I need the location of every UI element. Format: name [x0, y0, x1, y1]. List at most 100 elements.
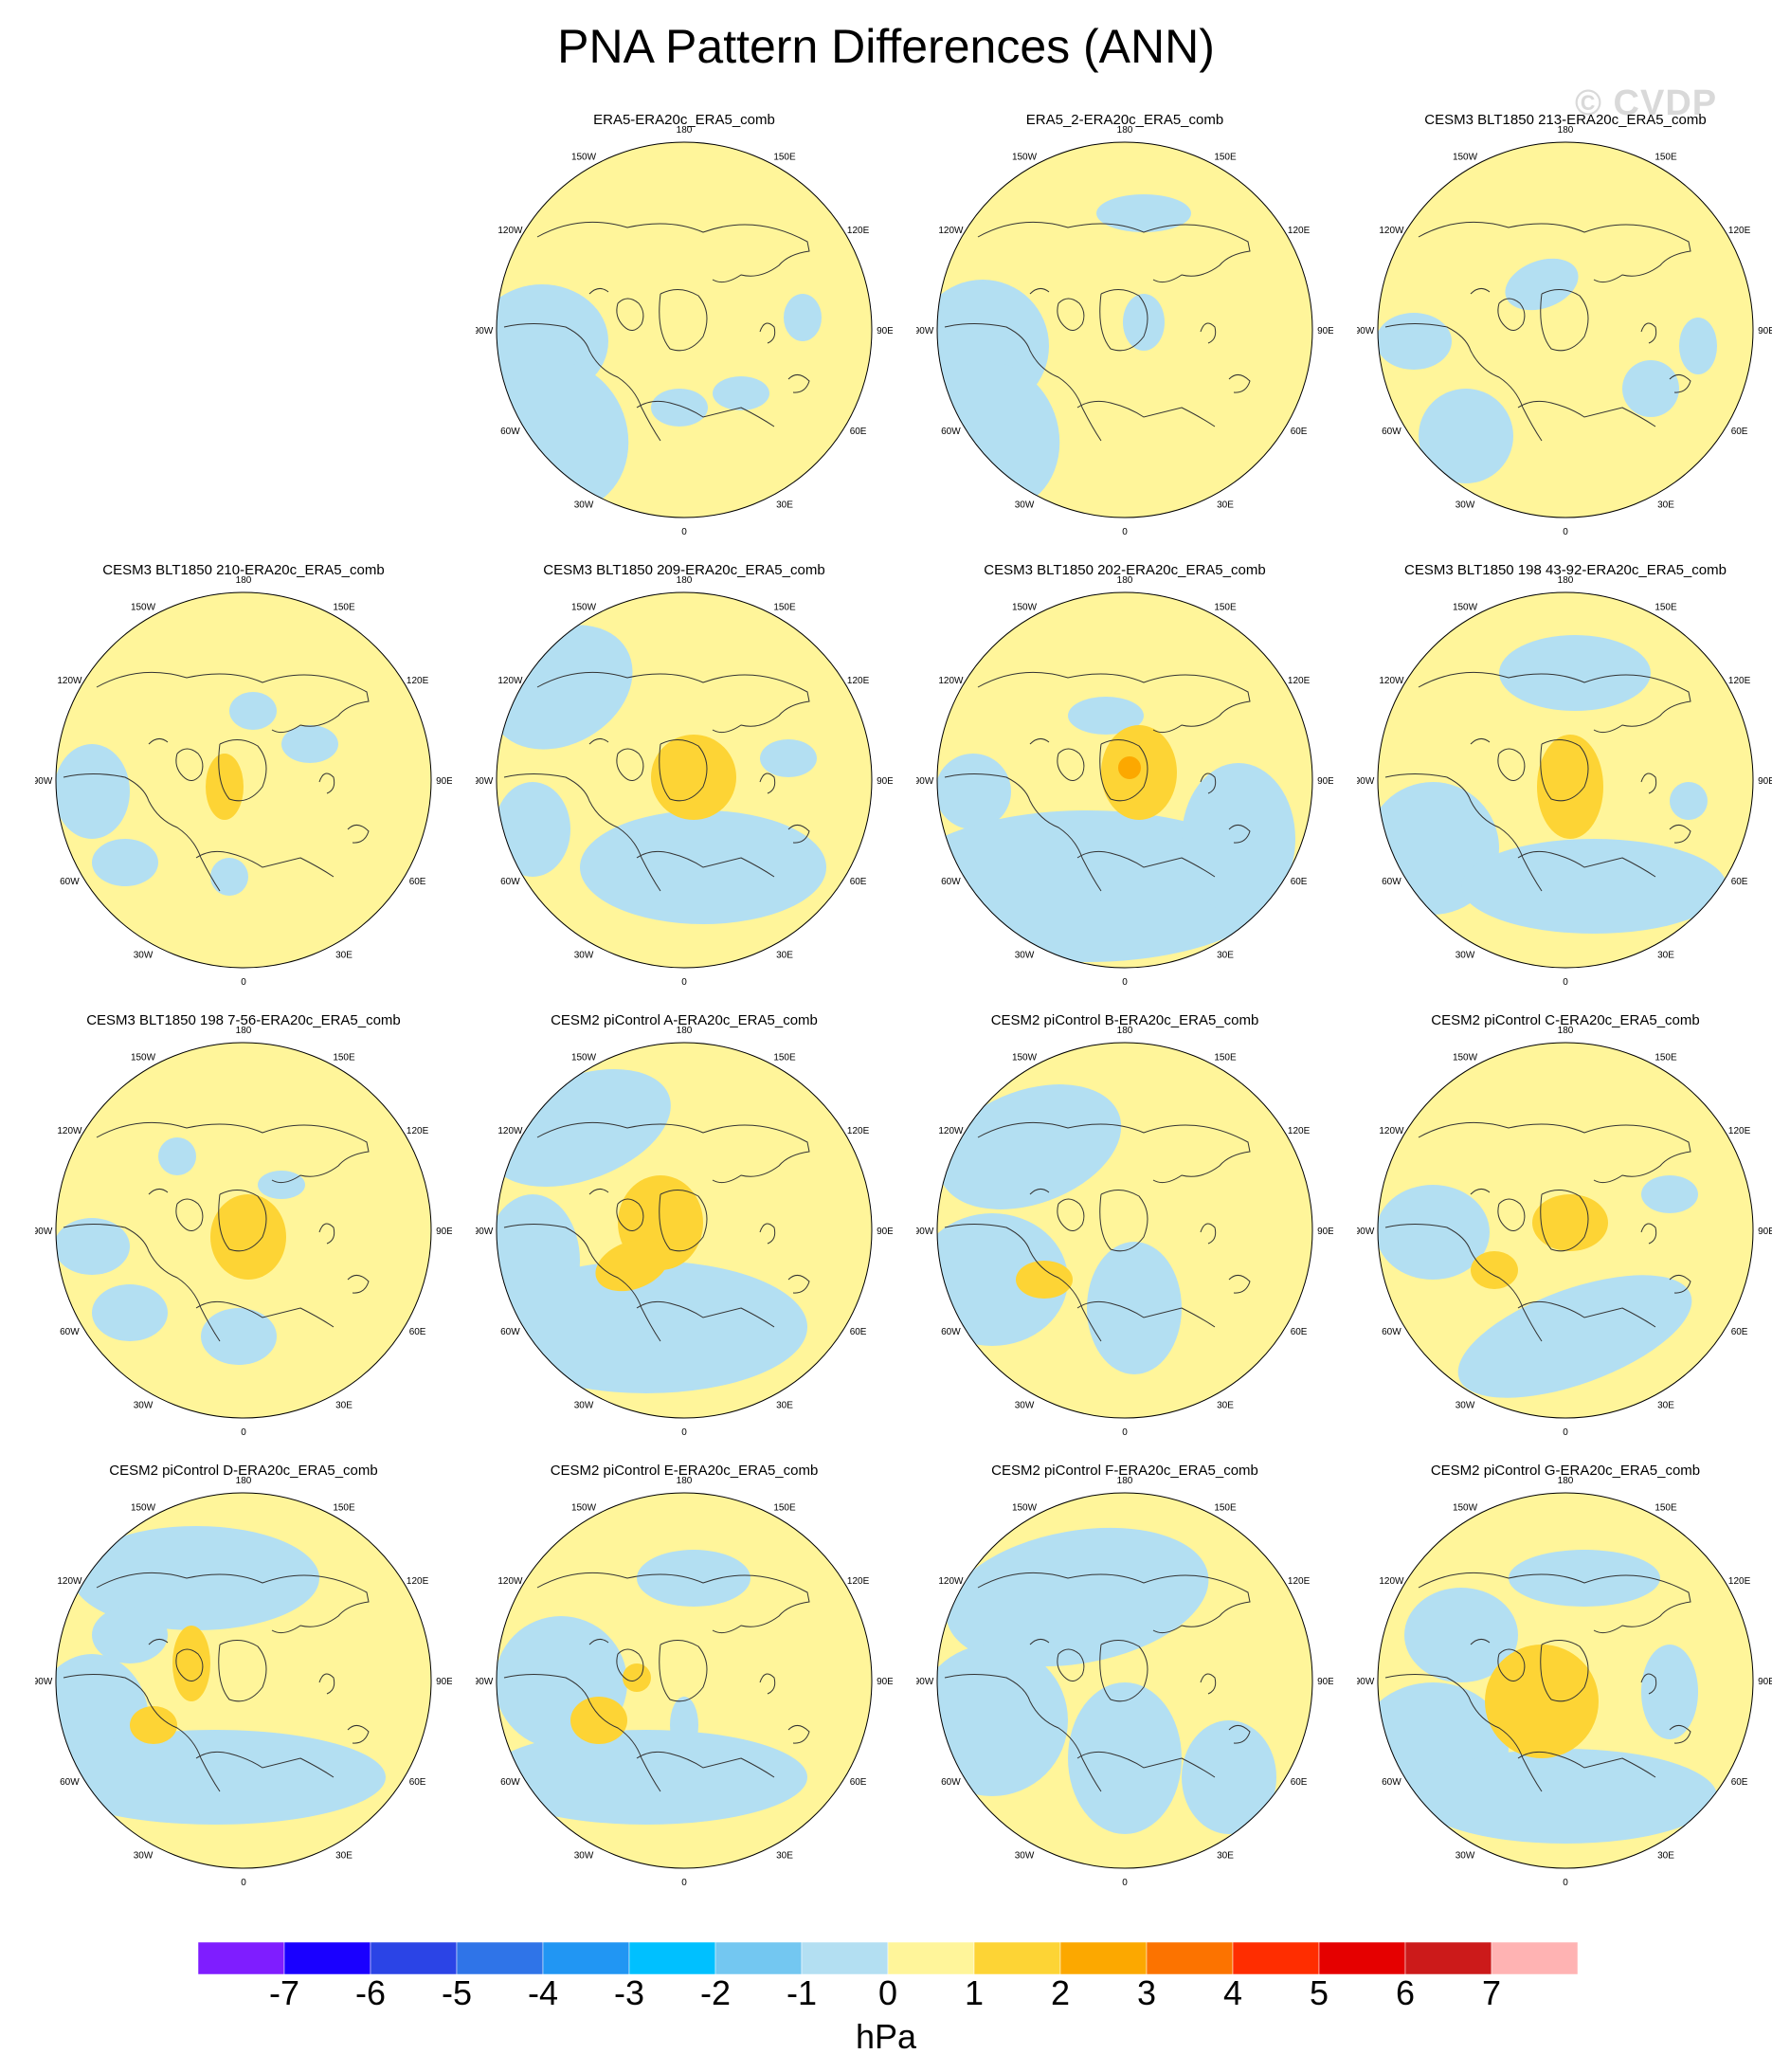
coastline	[1640, 322, 1657, 344]
anomaly-contour	[1670, 782, 1708, 820]
anomaly-contour	[497, 782, 570, 877]
longitude-label: 30W	[134, 1401, 154, 1411]
colorbar-tick-label: 2	[1050, 1973, 1071, 2012]
colorbar-swatch	[1059, 1942, 1148, 1974]
polar-map: 180 150E 120E 90E 60E 30E 0 30W 60W 90W 120W 150W	[1357, 1026, 1772, 1438]
longitude-label: 30W	[574, 1851, 594, 1862]
longitude-label: 60E	[1291, 1777, 1308, 1788]
longitude-label: 60E	[850, 877, 867, 887]
longitude-label: 0	[1122, 1878, 1128, 1888]
polar-map: 180 150E 120E 90E 60E 30E 0 30W 60W 90W 120W 150W	[35, 1026, 452, 1438]
anomaly-contour	[1641, 1645, 1698, 1739]
colorbar-swatch	[198, 1942, 285, 1974]
coastline	[1228, 825, 1251, 844]
longitude-label: 30W	[1015, 500, 1035, 511]
anomaly-contour	[651, 735, 736, 820]
coastline	[944, 323, 1102, 442]
longitude-label: 150W	[571, 152, 597, 162]
longitude-label: 90W	[476, 1227, 494, 1237]
longitude-label: 30E	[776, 951, 793, 961]
map-panel: CESM2 piControl D-ERA20c_ERA5_comb 180 150…	[35, 1463, 452, 1908]
panel-title: ERA5_2-ERA20c_ERA5_comb	[1025, 112, 1224, 128]
longitude-label: 180	[1558, 1026, 1574, 1036]
longitude-label: 0	[681, 1878, 687, 1888]
longitude-label: 120E	[847, 1576, 870, 1587]
coastline	[1669, 374, 1691, 393]
longitude-label: 60E	[850, 1777, 867, 1788]
panel-title: ERA5-ERA20c_ERA5_comb	[593, 112, 775, 128]
colorbar-swatch	[887, 1942, 975, 1974]
colorbar-tick-label: -3	[613, 1973, 645, 2012]
longitude-label: 0	[1563, 527, 1568, 537]
panel-title: CESM2 piControl B-ERA20c_ERA5_comb	[990, 1012, 1259, 1028]
coastline	[1640, 1223, 1657, 1245]
map-border	[1377, 1492, 1754, 1869]
colorbar-swatch	[1318, 1942, 1406, 1974]
longitude-label: 120W	[938, 1126, 964, 1136]
panel-title: CESM3 BLT1850 213-ERA20c_ERA5_comb	[1424, 112, 1707, 128]
longitude-label: 120E	[1728, 676, 1751, 686]
anomaly-contour	[1641, 1175, 1698, 1213]
longitude-label: 0	[1563, 1878, 1568, 1888]
coastline	[636, 1751, 775, 1778]
anomaly-contour	[258, 1171, 305, 1199]
coastline	[1076, 1751, 1216, 1778]
colorbar-tick-label: -4	[527, 1973, 559, 2012]
longitude-label: 180	[1558, 575, 1574, 586]
colorbar-swatch	[283, 1942, 371, 1974]
coastline	[1057, 748, 1085, 781]
anomaly-contour	[1016, 1261, 1073, 1299]
longitude-label: 90W	[1357, 326, 1375, 336]
anomaly-contour	[570, 1697, 627, 1744]
longitude-label: 60W	[500, 1327, 520, 1337]
longitude-label: 90W	[916, 1677, 934, 1687]
longitude-label: 180	[1558, 125, 1574, 136]
panel-title: CESM2 piControl F-ERA20c_ERA5_comb	[991, 1463, 1258, 1479]
longitude-label: 30E	[335, 1401, 353, 1411]
colorbar-swatch	[1232, 1942, 1320, 1974]
polar-map: 180 150E 120E 90E 60E 30E 0 30W 60W 90W 120W 150W	[35, 1476, 452, 1888]
longitude-label: 120W	[1379, 676, 1404, 686]
longitude-label: 30E	[335, 1851, 353, 1862]
anomaly-contour	[497, 1261, 807, 1393]
longitude-label: 90W	[35, 776, 53, 787]
colorbar-tick-labels: -7 -6 -5 -4 -3 -2 -1 0 1 2 3 4 5 6 7	[0, 1973, 1772, 2030]
longitude-label: 120E	[407, 676, 429, 686]
map-border	[55, 1042, 432, 1419]
longitude-label: 90E	[1317, 326, 1333, 336]
longitude-label: 30E	[335, 951, 353, 961]
polar-map: 180 150E 120E 90E 60E 30E 0 30W 60W 90W 120W 150W	[476, 575, 893, 988]
longitude-label: 120W	[57, 676, 82, 686]
coastline	[148, 1639, 267, 1702]
coastline	[636, 1300, 775, 1328]
longitude-label: 150E	[773, 152, 796, 162]
map-border	[496, 141, 873, 518]
longitude-label: 150E	[1654, 1502, 1677, 1513]
panel-title: CESM3 BLT1850 209-ERA20c_ERA5_comb	[543, 562, 825, 578]
longitude-label: 180	[236, 1026, 252, 1036]
coastline	[1640, 1673, 1657, 1695]
longitude-label: 60W	[1382, 1327, 1401, 1337]
longitude-label: 60W	[941, 1327, 961, 1337]
longitude-label: 90E	[877, 776, 893, 787]
coastline	[1057, 298, 1085, 331]
coastline	[1029, 288, 1148, 352]
coastline	[195, 850, 335, 878]
coastline	[318, 1223, 335, 1245]
colorbar-tick-label: -7	[268, 1973, 300, 2012]
longitude-label: 90W	[476, 326, 494, 336]
anomaly-contour	[1499, 635, 1651, 711]
longitude-label: 90E	[1317, 1227, 1333, 1237]
longitude-label: 180	[1117, 575, 1133, 586]
map-border	[936, 1042, 1313, 1419]
longitude-label: 180	[1117, 125, 1133, 136]
longitude-label: 180	[236, 575, 252, 586]
longitude-label: 150W	[1453, 602, 1478, 612]
colorbar-units: hPa	[855, 2017, 917, 2056]
map-panel: CESM3 BLT1850 210-ERA20c_ERA5_comb 180 150…	[35, 562, 452, 1008]
longitude-label: 60W	[500, 427, 520, 437]
longitude-label: 150E	[1654, 1052, 1677, 1063]
longitude-label: 30W	[1015, 1401, 1035, 1411]
panel-title: CESM3 BLT1850 198 43-92-ERA20c_ERA5_comb	[1404, 562, 1727, 578]
longitude-label: 150W	[1012, 1052, 1038, 1063]
